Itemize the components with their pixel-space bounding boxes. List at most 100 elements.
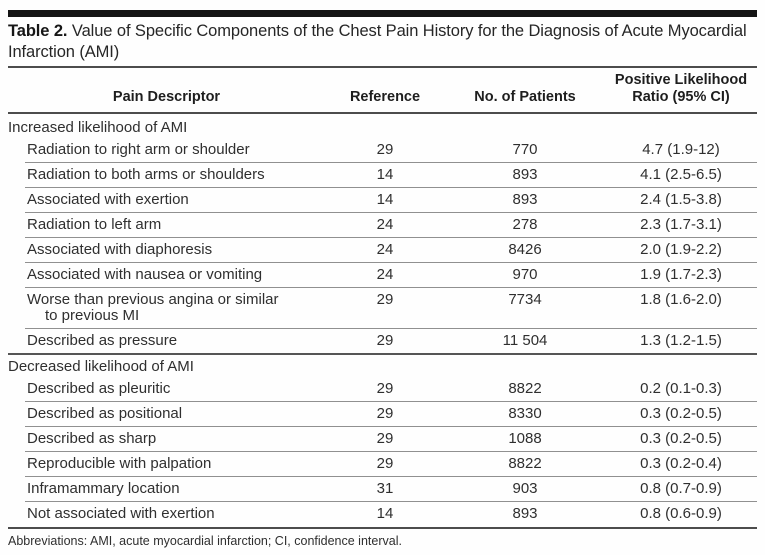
cell-reference: 24 xyxy=(376,266,394,283)
cell-pain-descriptor: Radiation to left arm xyxy=(27,216,162,233)
table-body: Increased likelihood of AMI Radiation to… xyxy=(8,116,757,526)
cell-no-of-patients: 893 xyxy=(512,191,538,208)
table-row: Associated with diaphoresis 24 8426 2.0 … xyxy=(8,238,757,262)
cell-pain-descriptor: Described as sharp xyxy=(27,430,157,447)
cell-reference: 29 xyxy=(376,332,394,349)
table-title: Table 2. Value of Specific Components of… xyxy=(8,21,757,63)
table-row: Described as positional 29 8330 0.3 (0.2… xyxy=(8,402,757,426)
row-divider xyxy=(25,328,757,329)
table-row: Described as pleuritic 29 8822 0.2 (0.1-… xyxy=(8,377,757,401)
header-rule xyxy=(8,112,757,114)
cell-reference: 29 xyxy=(376,430,394,447)
table-row: Described as pressure 29 11 504 1.3 (1.2… xyxy=(8,329,757,353)
cell-no-of-patients: 8330 xyxy=(508,405,542,422)
section-header: Increased likelihood of AMI xyxy=(8,119,188,136)
bottom-rule xyxy=(8,527,757,529)
cell-reference: 29 xyxy=(376,380,394,397)
cell-likelihood-ratio: 2.0 (1.9-2.2) xyxy=(640,241,722,258)
cell-no-of-patients: 8822 xyxy=(508,380,542,397)
cell-likelihood-ratio: 0.8 (0.7-0.9) xyxy=(640,480,722,497)
table-row: Radiation to right arm or shoulder 29 77… xyxy=(8,138,757,162)
cell-pain-descriptor: Radiation to both arms or shoulders xyxy=(27,166,265,183)
cell-likelihood-ratio: 0.3 (0.2-0.4) xyxy=(640,455,722,472)
cell-likelihood-ratio: 2.4 (1.5-3.8) xyxy=(640,191,722,208)
row-divider xyxy=(25,451,757,452)
cell-likelihood-ratio: 0.8 (0.6-0.9) xyxy=(640,505,722,522)
section-divider xyxy=(8,353,757,355)
cell-reference: 24 xyxy=(376,241,394,258)
cell-likelihood-ratio: 1.8 (1.6-2.0) xyxy=(640,291,722,308)
cell-pain-descriptor: Reproducible with palpation xyxy=(27,455,212,472)
table-row: Worse than previous angina or similar to… xyxy=(8,288,757,328)
cell-pain-descriptor: Not associated with exertion xyxy=(27,505,215,522)
title-rule xyxy=(8,66,757,68)
table-row: Described as sharp 29 1088 0.3 (0.2-0.5) xyxy=(8,427,757,451)
cell-reference: 14 xyxy=(376,166,394,183)
cell-no-of-patients: 1088 xyxy=(508,430,542,447)
table-row: Radiation to both arms or shoulders 14 8… xyxy=(8,163,757,187)
cell-reference: 24 xyxy=(376,216,394,233)
table-title-text: Value of Specific Components of the Ches… xyxy=(8,22,747,61)
table-row: Associated with nausea or vomiting 24 97… xyxy=(8,263,757,287)
cell-likelihood-ratio: 2.3 (1.7-3.1) xyxy=(640,216,722,233)
cell-reference: 14 xyxy=(376,505,394,522)
header-reference: Reference xyxy=(349,89,421,105)
cell-pain-descriptor: Associated with exertion xyxy=(27,191,189,208)
cell-reference: 29 xyxy=(376,405,394,422)
header-positive-likelihood-ratio: Positive Likelihood Ratio (95% CI) xyxy=(614,72,748,105)
cell-pain-descriptor: Associated with diaphoresis xyxy=(27,241,213,258)
cell-no-of-patients: 11 504 xyxy=(502,332,548,349)
table-top-bar xyxy=(8,10,757,17)
cell-pain-descriptor: Described as positional xyxy=(27,405,183,422)
cell-no-of-patients: 970 xyxy=(512,266,538,283)
cell-likelihood-ratio: 4.1 (2.5-6.5) xyxy=(640,166,722,183)
row-divider xyxy=(25,262,757,263)
header-pain-descriptor: Pain Descriptor xyxy=(112,89,221,105)
cell-no-of-patients: 893 xyxy=(512,166,538,183)
section-header: Decreased likelihood of AMI xyxy=(8,358,194,375)
table-row: Inframammary location 31 903 0.8 (0.7-0.… xyxy=(8,477,757,501)
cell-pain-descriptor: Inframammary location xyxy=(27,480,180,497)
cell-reference: 31 xyxy=(376,480,394,497)
cell-reference: 29 xyxy=(376,141,394,158)
cell-no-of-patients: 893 xyxy=(512,505,538,522)
table-row: Not associated with exertion 14 893 0.8 … xyxy=(8,502,757,526)
abbreviations-footnote: Abbreviations: AMI, acute myocardial inf… xyxy=(8,534,402,548)
cell-likelihood-ratio: 0.3 (0.2-0.5) xyxy=(640,405,722,422)
cell-reference: 14 xyxy=(376,191,394,208)
cell-likelihood-ratio: 0.3 (0.2-0.5) xyxy=(640,430,722,447)
cell-pain-descriptor: Described as pressure xyxy=(27,332,178,349)
cell-no-of-patients: 278 xyxy=(512,216,538,233)
cell-reference: 29 xyxy=(376,291,394,308)
header-no-of-patients: No. of Patients xyxy=(474,89,576,105)
cell-pain-descriptor: Worse than previous angina or similar to… xyxy=(27,291,279,324)
cell-no-of-patients: 8426 xyxy=(508,241,542,258)
table-number-label: Table 2. xyxy=(8,22,68,40)
row-divider xyxy=(25,212,757,213)
row-divider xyxy=(25,426,757,427)
cell-likelihood-ratio: 1.9 (1.7-2.3) xyxy=(640,266,722,283)
cell-no-of-patients: 903 xyxy=(512,480,538,497)
cell-reference: 29 xyxy=(376,455,394,472)
table-row: Reproducible with palpation 29 8822 0.3 … xyxy=(8,452,757,476)
row-divider xyxy=(25,237,757,238)
row-divider xyxy=(25,162,757,163)
row-divider xyxy=(25,287,757,288)
row-divider xyxy=(25,476,757,477)
cell-likelihood-ratio: 0.2 (0.1-0.3) xyxy=(640,380,722,397)
cell-likelihood-ratio: 1.3 (1.2-1.5) xyxy=(640,332,722,349)
table-row: Radiation to left arm 24 278 2.3 (1.7-3.… xyxy=(8,213,757,237)
column-header-row: Pain Descriptor Reference No. of Patient… xyxy=(8,68,757,112)
cell-pain-descriptor: Associated with nausea or vomiting xyxy=(27,266,263,283)
cell-no-of-patients: 7734 xyxy=(508,291,542,308)
cell-no-of-patients: 8822 xyxy=(508,455,542,472)
cell-pain-descriptor: Radiation to right arm or shoulder xyxy=(27,141,250,158)
cell-no-of-patients: 770 xyxy=(512,141,538,158)
row-divider xyxy=(25,187,757,188)
table-row: Associated with exertion 14 893 2.4 (1.5… xyxy=(8,188,757,212)
row-divider xyxy=(25,401,757,402)
cell-pain-descriptor: Described as pleuritic xyxy=(27,380,171,397)
cell-likelihood-ratio: 4.7 (1.9-12) xyxy=(642,141,720,158)
row-divider xyxy=(25,501,757,502)
